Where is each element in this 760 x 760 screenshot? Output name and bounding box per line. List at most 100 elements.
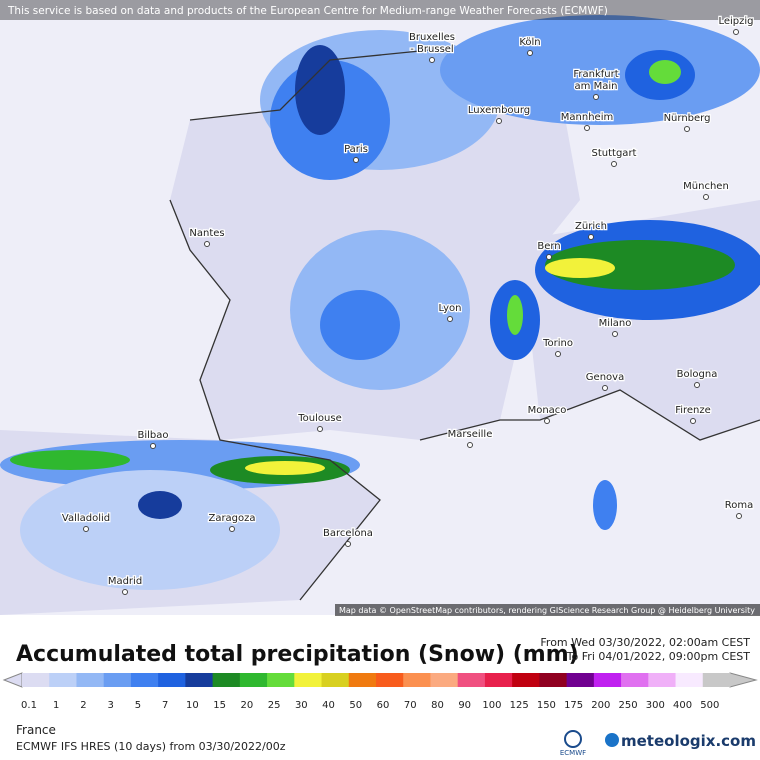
scale-cell	[76, 673, 105, 687]
city-label: Madrid	[108, 576, 142, 587]
scale-label: 175	[564, 700, 583, 711]
city-label: Firenze	[675, 405, 711, 416]
city-dot	[229, 526, 235, 532]
city-label: Monaco	[528, 405, 567, 416]
region: France	[16, 723, 56, 737]
city-dot	[736, 513, 742, 519]
city-dot	[703, 194, 709, 200]
precip	[138, 491, 182, 519]
city-dot	[588, 234, 594, 240]
precip	[593, 480, 617, 530]
city-label: Marseille	[448, 429, 493, 440]
city-dot	[546, 254, 552, 260]
scale-cell	[702, 673, 731, 687]
scale-cell	[212, 673, 241, 687]
city-dot	[447, 316, 453, 322]
scale-cell	[566, 673, 595, 687]
city-dot	[527, 50, 533, 56]
city-label: Genova	[586, 372, 624, 383]
scale-cell	[321, 673, 350, 687]
scale-label: 0.1	[21, 700, 37, 711]
city-dot	[345, 541, 351, 547]
city-label: München	[683, 181, 729, 192]
city-label: Valladolid	[62, 513, 110, 524]
city-dot	[611, 161, 617, 167]
scale-cell	[103, 673, 132, 687]
city-label: Mannheim	[561, 112, 613, 123]
scale-cell	[267, 673, 295, 687]
scale-cell	[185, 673, 214, 687]
city-labels: Bruxelles- Brussel Köln Leipzig Frankfurtam…	[61, 15, 755, 595]
legend-from: From Wed 03/30/2022, 02:00am CEST	[540, 636, 750, 649]
ecmwf-label: ECMWF	[560, 749, 586, 757]
scale-cell	[539, 673, 568, 687]
scale-label: 400	[673, 700, 692, 711]
city-dot	[684, 126, 690, 132]
city-label: Leipzig	[718, 16, 753, 27]
scale-cell	[294, 673, 323, 687]
scale-cell	[512, 673, 540, 687]
city-label: Frankfurt	[573, 69, 618, 80]
attribution-bar	[335, 604, 760, 616]
precip	[507, 295, 523, 335]
city-label: Bruxelles	[409, 32, 455, 43]
city-dot	[204, 241, 210, 247]
city-label: Bern	[537, 241, 560, 252]
city-dot	[733, 29, 739, 35]
precip	[10, 450, 130, 470]
scale-cell	[130, 673, 159, 687]
city-label: Paris	[344, 144, 368, 155]
scale-arrow-right	[729, 672, 758, 688]
scale-label: 25	[268, 700, 281, 711]
brand-logo	[605, 733, 619, 747]
city-dot	[690, 418, 696, 424]
scale-cell	[49, 673, 77, 687]
scale-label: 50	[349, 700, 362, 711]
precip	[295, 45, 345, 135]
city-label: - Brussel	[410, 44, 453, 55]
coastline	[169, 49, 760, 601]
scale-label: 70	[404, 700, 417, 711]
scale-cell	[239, 673, 268, 687]
scale-cell	[484, 673, 513, 687]
scale-label: 150	[537, 700, 556, 711]
scale-label: 2	[80, 700, 86, 711]
city-label: Nantes	[189, 228, 224, 239]
city-label: Bilbao	[137, 430, 168, 441]
scale-label: 200	[591, 700, 610, 711]
precip	[649, 60, 681, 84]
city-dot	[467, 442, 473, 448]
city-label: Roma	[725, 500, 754, 511]
city-dot	[612, 331, 618, 337]
scale-label: 1	[53, 700, 59, 711]
notice-bar	[0, 0, 760, 20]
notice: This service is based on data and produc…	[7, 5, 608, 17]
precip	[320, 290, 400, 360]
city-label: Nürnberg	[664, 113, 711, 124]
scale-label: 90	[458, 700, 471, 711]
scale-cell	[593, 673, 622, 687]
scale-label: 100	[482, 700, 501, 711]
scale-cell	[675, 673, 704, 687]
city-label: am Main	[575, 81, 618, 92]
scale-label: 7	[162, 700, 168, 711]
scale-label: 5	[135, 700, 141, 711]
scale-label: 500	[700, 700, 719, 711]
scale-label: 250	[619, 700, 638, 711]
attribution: Map data © OpenStreetMap contributors, r…	[339, 606, 755, 615]
city-label: Torino	[542, 338, 573, 349]
precip	[545, 240, 735, 290]
scale-cell	[648, 673, 677, 687]
scale-label: 10	[186, 700, 199, 711]
city-dot	[694, 382, 700, 388]
scale-cell	[22, 673, 50, 687]
precip	[20, 470, 280, 590]
precip	[440, 15, 760, 125]
precip	[545, 258, 615, 278]
city-dot	[150, 443, 156, 449]
map: This service is based on data and produc…	[0, 0, 760, 616]
scale-label: 30	[295, 700, 308, 711]
city-dot	[429, 57, 435, 63]
city-dot	[584, 125, 590, 131]
scale-cell	[457, 673, 486, 687]
